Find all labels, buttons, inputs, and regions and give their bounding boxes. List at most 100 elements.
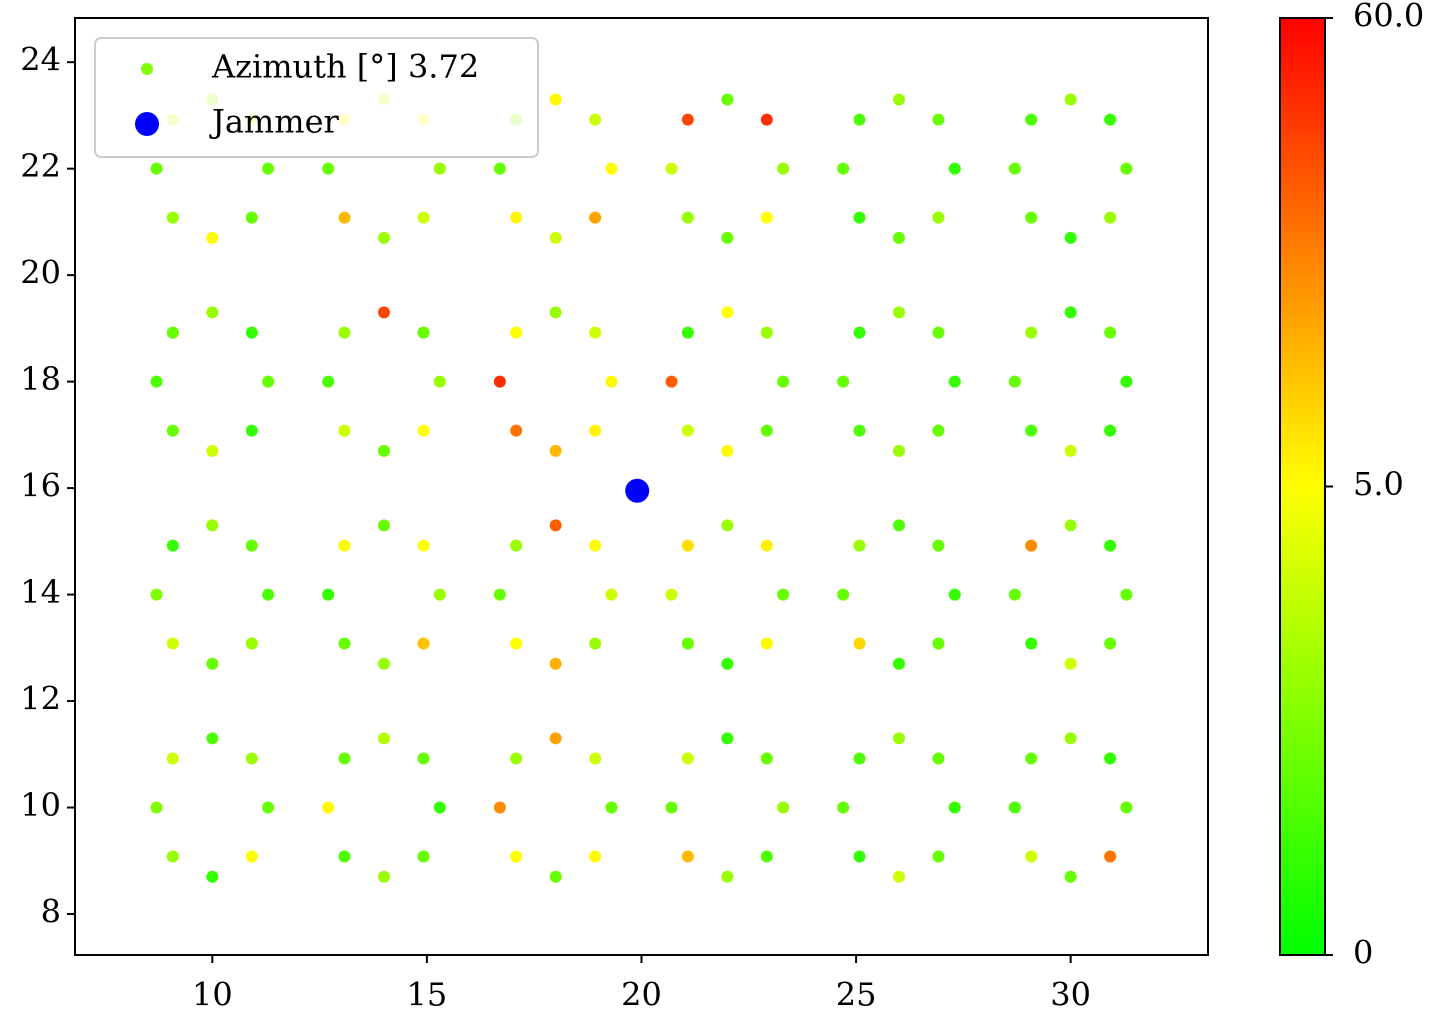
point [1104, 752, 1117, 765]
point [893, 93, 905, 106]
point [549, 93, 562, 106]
point [681, 637, 694, 650]
point [322, 801, 335, 814]
point [510, 539, 523, 552]
point [1064, 306, 1077, 319]
point [493, 162, 506, 175]
point [777, 375, 790, 388]
point [932, 637, 945, 650]
point [1064, 231, 1077, 244]
point [721, 657, 734, 670]
point [417, 637, 430, 650]
point [721, 444, 734, 457]
point [1025, 539, 1038, 552]
point [681, 326, 694, 339]
point [338, 326, 351, 339]
point [433, 588, 446, 601]
point [665, 588, 678, 601]
point [417, 424, 430, 437]
point [1104, 424, 1117, 437]
point [589, 326, 602, 339]
point [262, 588, 275, 601]
x-tick-label: 20 [621, 976, 662, 1014]
point [760, 539, 773, 552]
point [721, 231, 734, 244]
y-tick-label: 20 [20, 254, 61, 292]
point [893, 870, 905, 883]
point [338, 424, 351, 437]
point [665, 375, 678, 388]
point [1120, 375, 1133, 388]
point [1120, 588, 1133, 601]
point [760, 850, 773, 863]
point [853, 326, 866, 339]
legend-marker [141, 63, 153, 75]
point [549, 444, 562, 457]
legend-marker [135, 112, 159, 136]
point [1025, 424, 1038, 437]
point [549, 231, 562, 244]
y-tick-label: 14 [20, 573, 61, 611]
point [433, 375, 446, 388]
point [605, 375, 618, 388]
point [322, 375, 335, 388]
point [245, 850, 258, 863]
point [206, 732, 219, 745]
point [378, 732, 390, 745]
point [150, 162, 163, 175]
point [417, 211, 430, 224]
point [1104, 113, 1117, 126]
point [932, 539, 945, 552]
point [932, 850, 945, 863]
point [681, 539, 694, 552]
point [206, 519, 219, 532]
point [760, 211, 773, 224]
point [378, 231, 390, 244]
point [837, 588, 850, 601]
point [760, 752, 773, 765]
point [932, 113, 945, 126]
point [245, 211, 258, 224]
point [1064, 732, 1077, 745]
point [605, 588, 618, 601]
point [665, 162, 678, 175]
point [853, 113, 866, 126]
point [893, 231, 905, 244]
point [1025, 211, 1038, 224]
point [433, 162, 446, 175]
point [417, 752, 430, 765]
point [510, 637, 523, 650]
point [338, 637, 351, 650]
point [948, 588, 961, 601]
point [549, 519, 562, 532]
colorbar-tick-label: 60.0 [1353, 0, 1424, 35]
point [589, 539, 602, 552]
point [262, 375, 275, 388]
point [378, 657, 390, 670]
colorbar [1279, 17, 1326, 956]
colorbar-tick-label: 5.0 [1353, 465, 1404, 503]
point [322, 162, 335, 175]
point [549, 306, 562, 319]
point [245, 752, 258, 765]
point [853, 211, 866, 224]
point [166, 326, 179, 339]
point [932, 752, 945, 765]
point [777, 162, 790, 175]
point [665, 801, 678, 814]
point [589, 424, 602, 437]
legend-label: Azimuth [°] 3.72 [211, 48, 479, 86]
point [721, 519, 734, 532]
point [589, 113, 602, 126]
point [1104, 211, 1117, 224]
point [166, 211, 179, 224]
point [338, 539, 351, 552]
point [605, 801, 618, 814]
point [1120, 801, 1133, 814]
point [338, 850, 351, 863]
x-tick-label: 30 [1050, 976, 1091, 1014]
point [853, 539, 866, 552]
point [777, 801, 790, 814]
point [1008, 801, 1021, 814]
